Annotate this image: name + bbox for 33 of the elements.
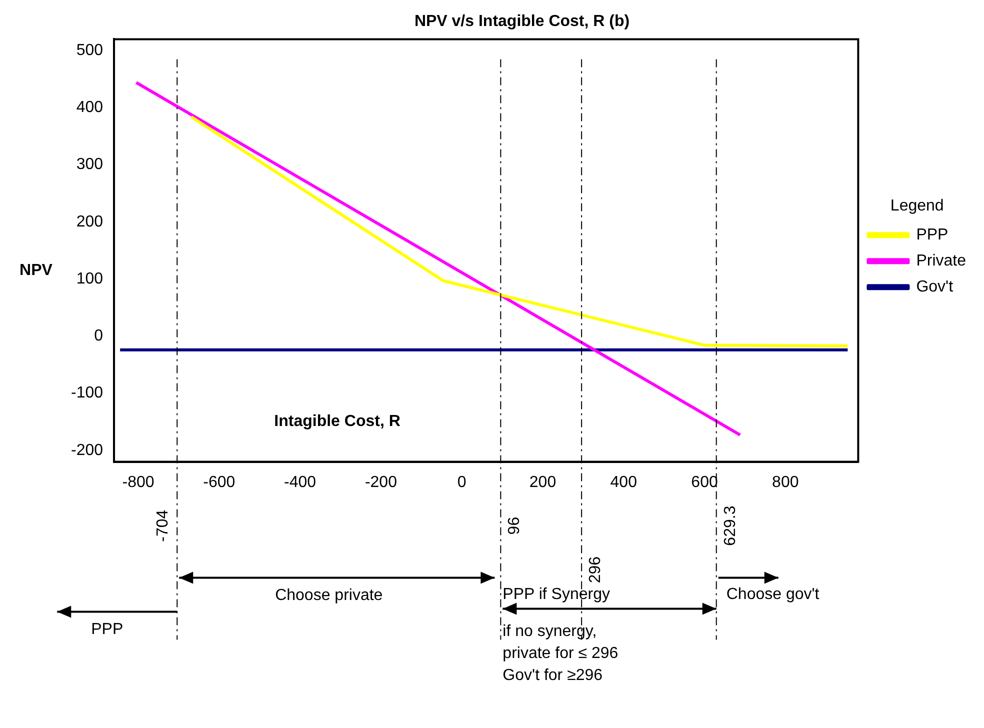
legend-label: Private — [916, 252, 966, 270]
ref-line-label: -704 — [154, 510, 172, 542]
text: PPP if Synergy — [502, 586, 610, 604]
x-tick-label: -800 — [122, 474, 154, 491]
y-tick-label: 400 — [76, 99, 104, 116]
ref-line-label: 96 — [506, 516, 524, 535]
text: Choose gov't — [726, 586, 820, 604]
y-tick-label: 500 — [76, 42, 104, 60]
text: Choose private — [275, 587, 383, 604]
x-axis-title: Intagible Cost, R — [274, 413, 401, 430]
y-axis-title: NPV — [20, 262, 53, 279]
legend-label: PPP — [916, 226, 948, 244]
legend-title: Legend — [890, 197, 944, 214]
x-tick-label: -400 — [284, 474, 316, 491]
x-tick-label: 200 — [529, 474, 556, 491]
y-tick-label: -100 — [70, 384, 104, 402]
y-tick-label: 100 — [76, 270, 104, 288]
x-tick-label: 0 — [457, 474, 466, 491]
ref-line-label: 296 — [586, 556, 604, 584]
y-tick-label: 0 — [94, 328, 104, 345]
text: PPP — [91, 621, 124, 638]
text: if no synergy, private for ≤ 296 Gov't for ≥296 — [502, 623, 618, 684]
x-tick-label: 400 — [610, 474, 638, 491]
x-tick-label: -200 — [364, 474, 398, 491]
ref-line-label: 629.3 — [722, 506, 739, 546]
x-tick-label: 600 — [691, 474, 718, 491]
y-tick-label: 300 — [76, 156, 104, 174]
chart-title: NPV v/s Intagible Cost, R (b) — [414, 13, 630, 30]
x-tick-label: 800 — [772, 474, 799, 491]
x-tick-label: -600 — [203, 474, 236, 491]
legend-label: Gov't — [916, 278, 954, 296]
y-tick-label: -200 — [70, 442, 104, 459]
y-tick-label: 200 — [76, 213, 104, 230]
